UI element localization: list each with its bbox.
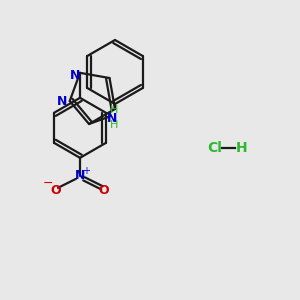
Text: −: − [43, 177, 53, 190]
Text: +: + [82, 166, 90, 176]
Text: H: H [236, 141, 248, 155]
Text: Cl: Cl [208, 141, 222, 155]
Text: O: O [99, 184, 109, 197]
Text: N: N [75, 169, 85, 182]
Text: N: N [106, 112, 117, 125]
Text: O: O [51, 184, 61, 197]
Text: H: H [110, 106, 118, 116]
Text: N: N [56, 94, 67, 107]
Text: H: H [110, 121, 118, 130]
Text: N: N [70, 69, 80, 82]
